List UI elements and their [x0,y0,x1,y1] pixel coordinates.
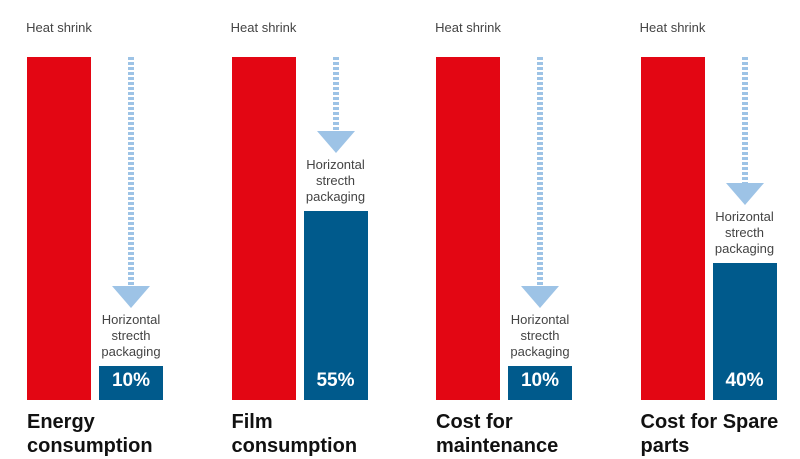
category-label: Film consumption [231,411,358,457]
arrow-head [725,182,764,205]
series-label: Horizontal strecth packaging [510,311,570,359]
value-label: 10% [520,370,560,391]
category-label: Cost for Spare parts [640,411,779,457]
series-label: Horizontal strecth packaging [305,157,366,205]
arrow-head [521,285,559,308]
arrow-head [316,131,355,154]
bar [712,262,777,400]
bar [99,365,163,400]
arrow-stem [537,57,543,286]
bar [436,57,500,400]
arrow-stem [128,57,134,286]
bar [231,57,296,400]
bar [508,365,572,400]
series-label: Heat shrink [639,20,706,35]
arrow-stem [741,57,748,183]
arrow-head [112,285,150,308]
series-label: Heat shrink [230,20,297,35]
arrow-stem [332,57,339,132]
series-label: Heat shrink [435,20,501,35]
bar [640,57,705,400]
category-label: Energy consumption [27,411,153,457]
value-label: 40% [725,370,764,391]
value-label: 55% [316,370,355,391]
bar [27,57,91,400]
series-label: Horizontal strecth packaging [101,311,161,359]
series-label: Horizontal strecth packaging [714,208,775,256]
category-label: Cost for maintenance [436,411,559,457]
value-label: 10% [111,370,151,391]
series-label: Heat shrink [26,20,92,35]
bar [303,211,368,400]
